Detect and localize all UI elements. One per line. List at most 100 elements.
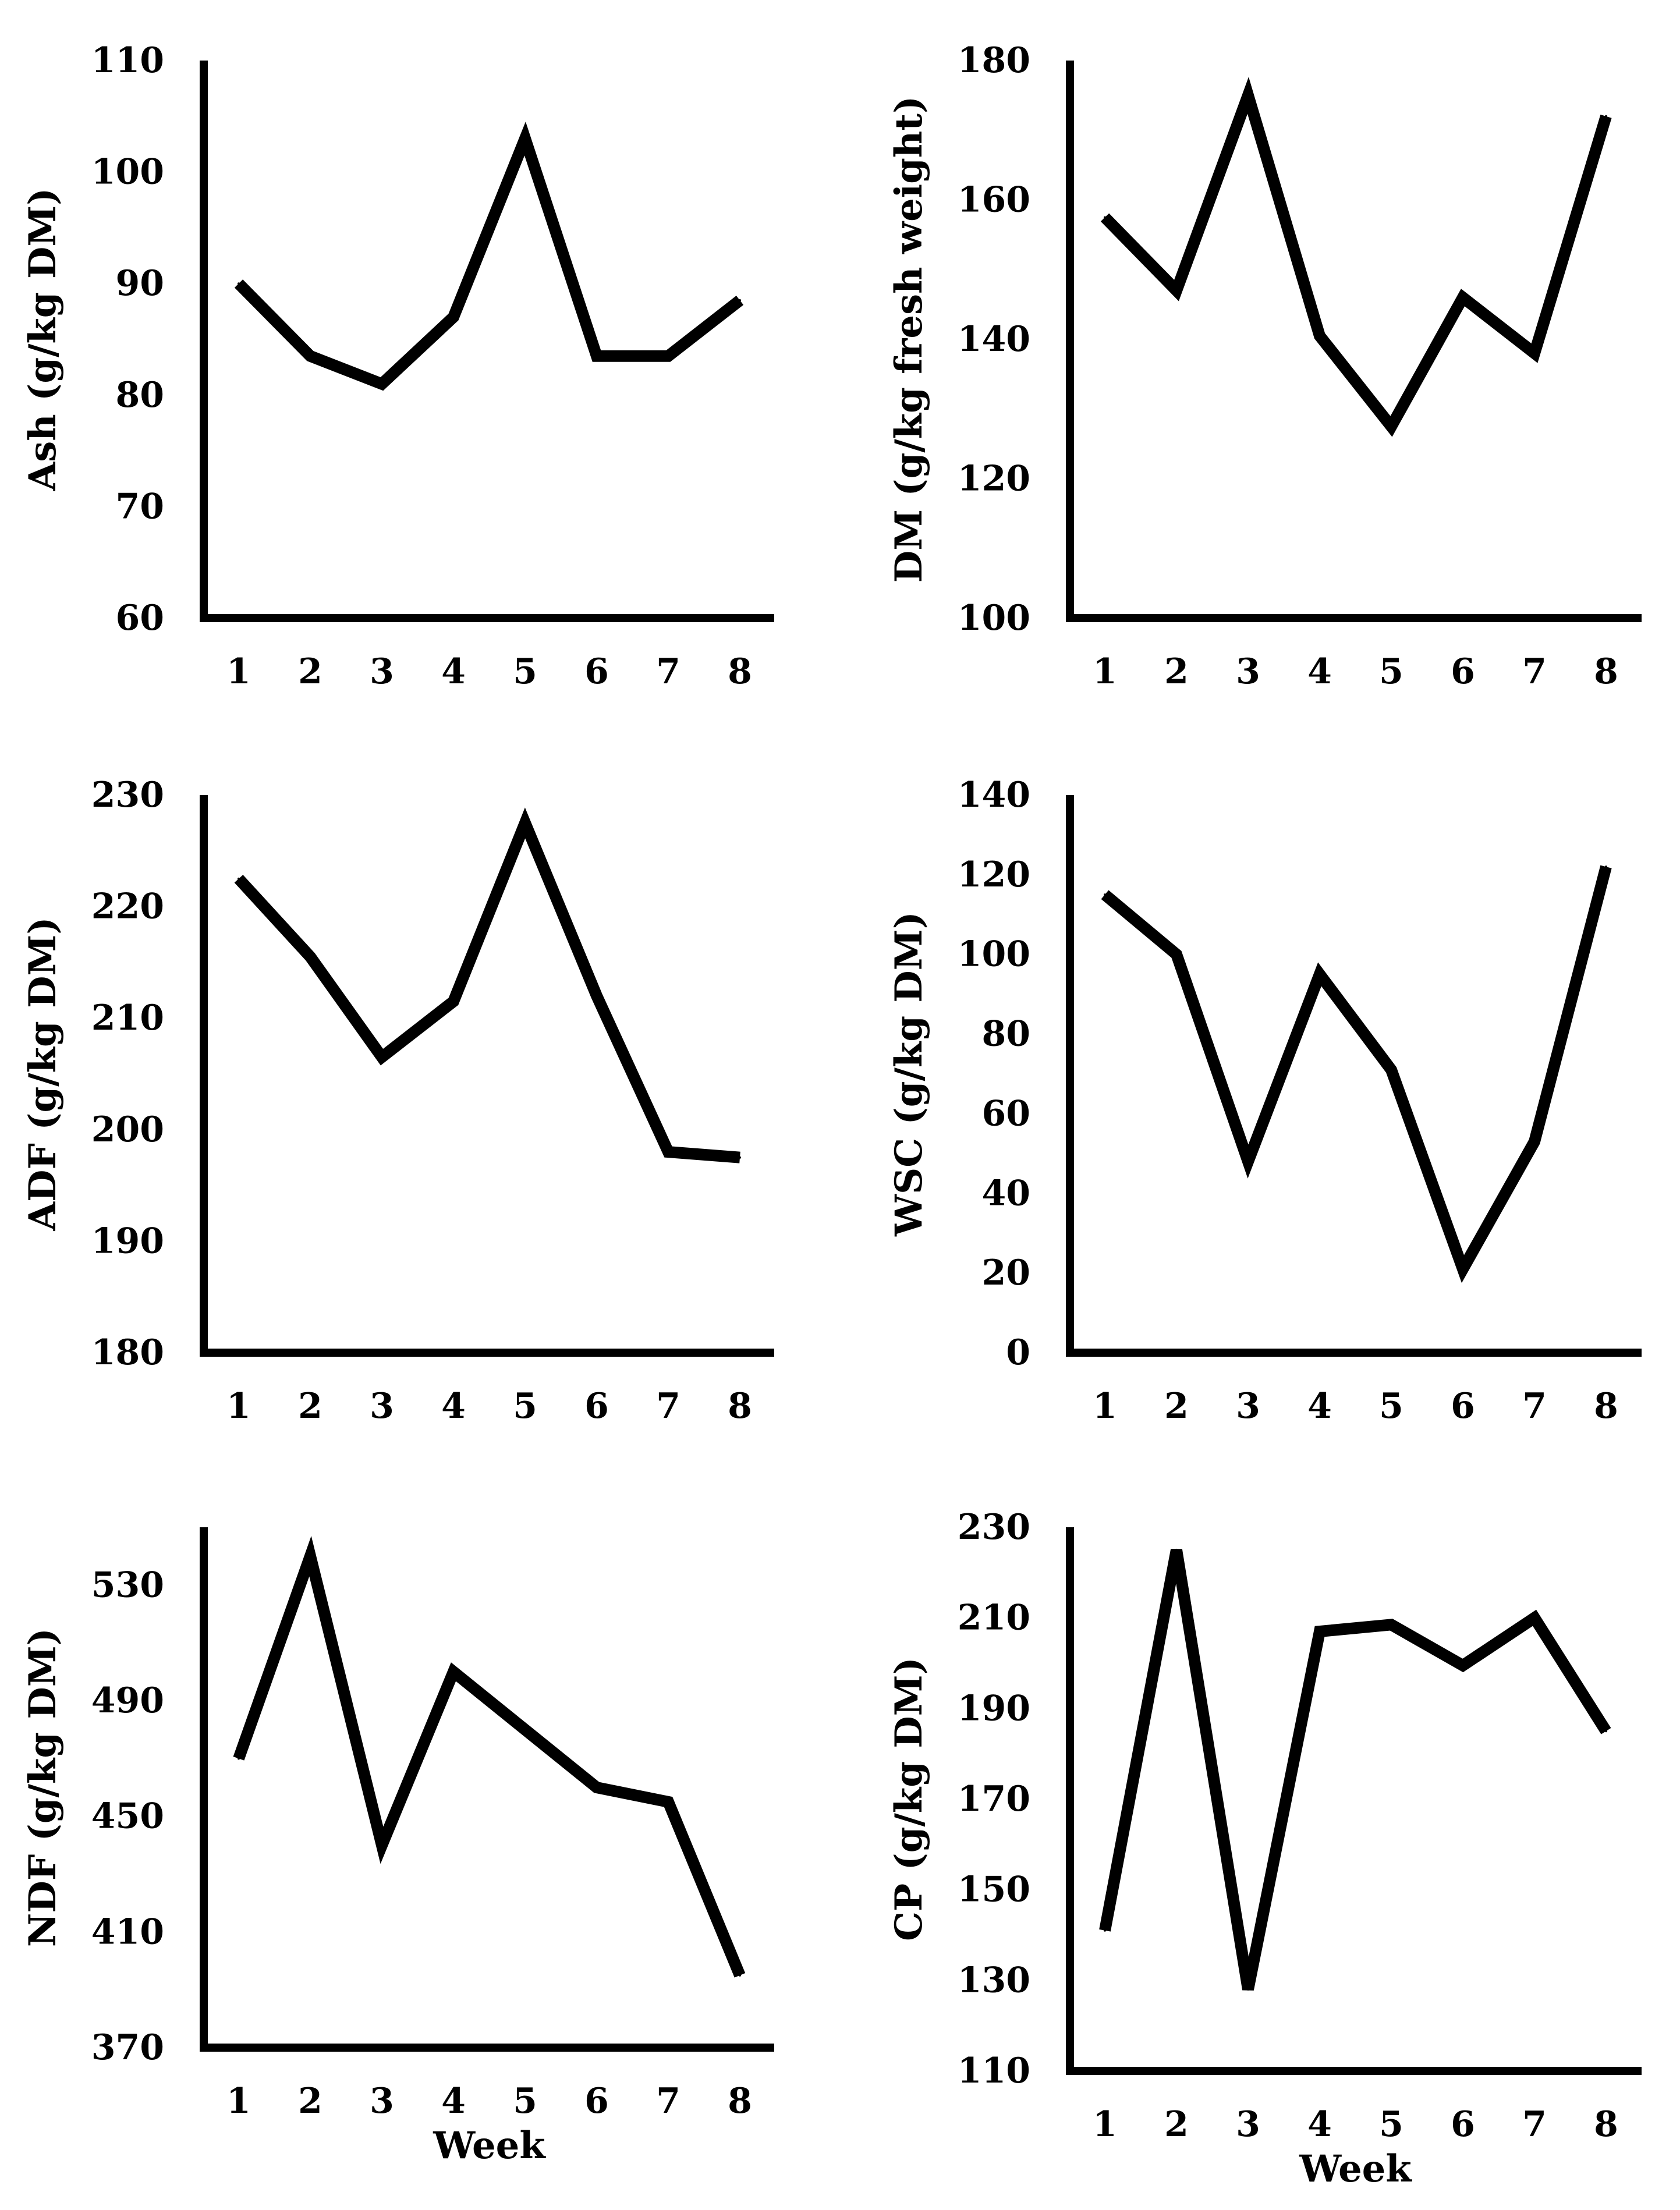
x-tick-label: 4 (441, 1386, 466, 1427)
data-point (739, 1974, 741, 1977)
x-tick-label: 1 (1093, 1386, 1117, 1427)
x-tick-label: 8 (728, 1386, 752, 1427)
data-point (667, 1800, 669, 1803)
x-tick-label: 6 (1451, 2104, 1475, 2145)
x-tick-label: 5 (1379, 2104, 1403, 2145)
x-tick-label: 7 (656, 2081, 680, 2122)
data-point (1533, 352, 1536, 354)
data-point (1319, 335, 1321, 338)
x-tick-label: 2 (1164, 651, 1189, 692)
y-tick-label: 40 (982, 1173, 1031, 1214)
x-tick-label: 1 (226, 651, 251, 692)
x-tick-label: 2 (298, 2081, 322, 2122)
x-tick-label: 7 (1522, 1386, 1547, 1427)
x-tick-label: 6 (584, 2081, 609, 2122)
data-point (309, 955, 311, 958)
x-tick-label: 6 (584, 651, 609, 692)
data-point (381, 1844, 383, 1847)
data-point (1605, 115, 1607, 118)
y-tick-label: 20 (982, 1253, 1031, 1293)
data-point (1533, 1616, 1536, 1619)
y-tick-label: 370 (91, 2027, 164, 2068)
y-tick-label: 210 (958, 1598, 1030, 1638)
x-tick-label: 3 (370, 1386, 394, 1427)
x-tick-label: 5 (513, 1386, 537, 1427)
y-tick-label: 60 (982, 1093, 1031, 1134)
series-line (1101, 865, 1612, 1283)
y-tick-label: 80 (982, 1014, 1031, 1055)
data-point (238, 282, 240, 285)
y-tick-label: 120 (958, 459, 1030, 499)
data-point (238, 877, 240, 880)
data-point (1605, 1730, 1607, 1733)
y-tick-label: 490 (91, 1680, 164, 1721)
y-axis-title: CP (g/kg DM) (887, 1657, 931, 1941)
y-tick-label: 0 (1006, 1332, 1030, 1373)
x-tick-label: 4 (441, 651, 466, 692)
data-point (1175, 289, 1178, 292)
data-point (1462, 1664, 1464, 1667)
y-tick-label: 110 (91, 40, 164, 81)
series-line (233, 1535, 746, 1978)
data-point (524, 1728, 526, 1731)
data-point (739, 1156, 741, 1159)
x-tick-label: 1 (1093, 2104, 1117, 2145)
y-axis-title: Ash (g/kg DM) (21, 188, 65, 492)
y-tick-label: 160 (958, 180, 1030, 221)
series-line (234, 807, 740, 1163)
x-tick-label: 1 (1093, 651, 1117, 692)
data-point (1319, 973, 1321, 975)
x-tick-label: 2 (1164, 1386, 1189, 1427)
y-axis-title: DM (g/kg fresh weight) (887, 96, 931, 583)
x-tick-label: 2 (298, 1386, 322, 1427)
x-tick-label: 5 (1379, 651, 1403, 692)
data-point (1247, 94, 1249, 97)
y-tick-label: 110 (958, 2051, 1030, 2091)
y-tick-label: 220 (91, 886, 164, 927)
y-axis-title: WSC (g/kg DM) (887, 911, 931, 1237)
y-tick-label: 100 (958, 934, 1030, 975)
data-point (309, 354, 311, 357)
data-point (596, 1786, 598, 1789)
data-point (1247, 1160, 1249, 1163)
x-tick-label: 7 (1522, 2104, 1547, 2145)
x-tick-label: 4 (1307, 2104, 1332, 2145)
data-point (1462, 296, 1464, 299)
x-tick-label: 7 (656, 651, 680, 692)
data-point (524, 821, 526, 824)
data-point (1104, 1929, 1106, 1932)
x-tick-label: 6 (1451, 651, 1475, 692)
chart-adf: 180 190 200 210 220 230 1 2 3 4 5 6 7 8 ADF (g/kg DM) (21, 775, 774, 1427)
y-tick-label: 90 (116, 263, 165, 304)
x-tick-label: 3 (370, 651, 394, 692)
data-point (667, 1151, 669, 1154)
y-tick-label: 140 (958, 775, 1030, 815)
y-tick-label: 230 (958, 1507, 1030, 1548)
y-tick-label: 530 (91, 1565, 164, 1605)
series-line (1099, 1549, 1611, 1991)
chart-ash: 60 70 80 90 100 110 1 2 3 4 5 6 7 8 Ash (g/kg DM) (21, 40, 774, 692)
y-tick-label: 70 (116, 486, 165, 527)
data-point (1104, 216, 1106, 219)
y-tick-label: 200 (91, 1109, 164, 1150)
data-point (1247, 1988, 1249, 1991)
data-point (667, 354, 669, 357)
data-point (309, 1555, 311, 1558)
data-point (1175, 953, 1178, 956)
data-point (452, 1000, 455, 1003)
x-tick-label: 5 (513, 2081, 537, 2122)
data-point (238, 1757, 240, 1760)
chart-cp: 110 130 150 170 190 210 230 1 2 3 4 5 6 7 8 CP (g/kg DM… (887, 1507, 1642, 2191)
data-point (1319, 1630, 1321, 1633)
x-tick-label: 1 (226, 2081, 251, 2122)
y-tick-label: 180 (958, 40, 1030, 81)
x-tick-label: 8 (728, 2081, 752, 2122)
x-tick-label: 4 (441, 2081, 466, 2122)
data-point (596, 354, 598, 357)
x-tick-label: 8 (728, 651, 752, 692)
series-line (1100, 77, 1612, 437)
data-point (1605, 865, 1607, 868)
y-tick-label: 180 (91, 1332, 164, 1373)
x-tick-label: 3 (1236, 2104, 1260, 2145)
x-tick-label: 1 (226, 1386, 251, 1427)
